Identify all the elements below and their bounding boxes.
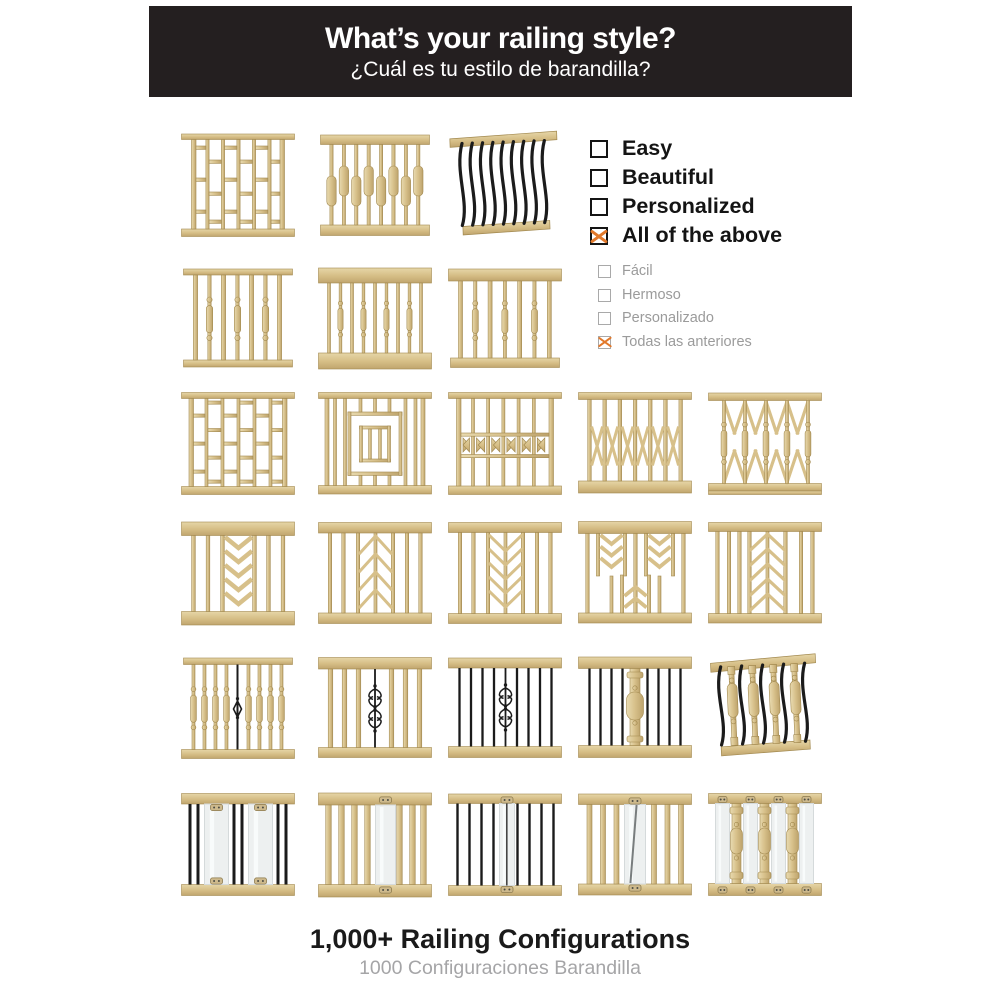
railing-black-arc-metal [448, 130, 562, 242]
checklist-label: Personalized [622, 194, 755, 219]
checklist-item-easy: Easy [590, 136, 782, 161]
railing-glass-turned-columns [708, 790, 822, 902]
checklist-item-all-of-the-above: All of the above [590, 223, 783, 248]
railing-wood-with-scroll [318, 652, 432, 764]
railing-turned-square-wide-rail-2 [448, 262, 562, 374]
railing-metal-with-wood-column [578, 652, 692, 764]
header-banner: What’s your railing style? ¿Cuál es tu e… [149, 6, 852, 97]
checkbox-icon [598, 288, 611, 302]
checklist-label: Easy [622, 136, 673, 161]
checklist-label: Fácil [622, 263, 653, 280]
railing-center-herringbone [448, 518, 562, 630]
checklist-item-facil: Fácil [598, 263, 752, 280]
checklist-item-hermoso: Hermoso [598, 286, 752, 303]
checkbox-icon [598, 265, 611, 278]
railing-brick-lattice [181, 388, 295, 500]
checklist-spanish: Fácil Hermoso Personalizado Todas las an… [598, 263, 752, 350]
checklist-label: All of the above [622, 223, 783, 248]
checklist-item-beautiful: Beautiful [590, 165, 782, 190]
railing-wood-glass-narrow [578, 790, 692, 902]
footer-title: 1,000+ Railing Configurations [309, 924, 691, 954]
checkbox-icon [598, 312, 611, 325]
checkbox-icon [590, 140, 608, 158]
railing-center-chevron-column [181, 518, 295, 630]
railing-glass-metal-pairs [181, 790, 295, 902]
page-subtitle: ¿Cuál es tu estilo de barandilla? [350, 57, 651, 81]
railing-arc-and-turned-mix [708, 652, 822, 764]
railing-concentric-center [318, 388, 432, 500]
footer-subtitle: 1000 Configuraciones Barandilla [359, 957, 641, 980]
railing-metal-with-scroll [448, 652, 562, 764]
railing-turned-square-thin-rail [181, 262, 295, 374]
page-title: What’s your railing style? [325, 21, 676, 55]
checklist-label: Personalizado [622, 310, 714, 327]
checkbox-checked-icon [590, 227, 608, 245]
railing-oval-baluster [318, 130, 432, 242]
checklist-item-personalized: Personalized [590, 194, 782, 219]
railing-center-leaf-column [318, 518, 432, 630]
railing-wood-with-metal-accent [181, 652, 295, 764]
railing-tall-diamond-turned [708, 388, 822, 500]
checkbox-icon [590, 169, 608, 187]
checklist-item-personalizado: Personalizado [598, 310, 752, 327]
footer: 1,000+ Railing Configurations 1000 Confi… [0, 924, 1000, 979]
railing-metal-glass-center [448, 790, 562, 902]
checklist-label: Hermoso [622, 286, 681, 303]
railing-chevron-band [448, 388, 562, 500]
railing-x-brace-band [578, 388, 692, 500]
railing-wood-glass-center [318, 790, 432, 902]
railing-turned-square-wide-rail [318, 262, 432, 374]
checklist-item-todas-las-anteriores: Todas las anteriores [598, 333, 752, 350]
railing-chevron-scatter [578, 518, 692, 630]
railing-staggered-lattice [181, 130, 295, 242]
railing-wide-herringbone [708, 518, 822, 630]
checklist-label: Beautiful [622, 165, 714, 190]
checklist-english: Easy Beautiful Personalized All of the a… [590, 136, 783, 248]
checkbox-icon [590, 198, 608, 216]
checkbox-checked-icon [598, 335, 611, 349]
checklist-label: Todas las anteriores [622, 333, 752, 350]
